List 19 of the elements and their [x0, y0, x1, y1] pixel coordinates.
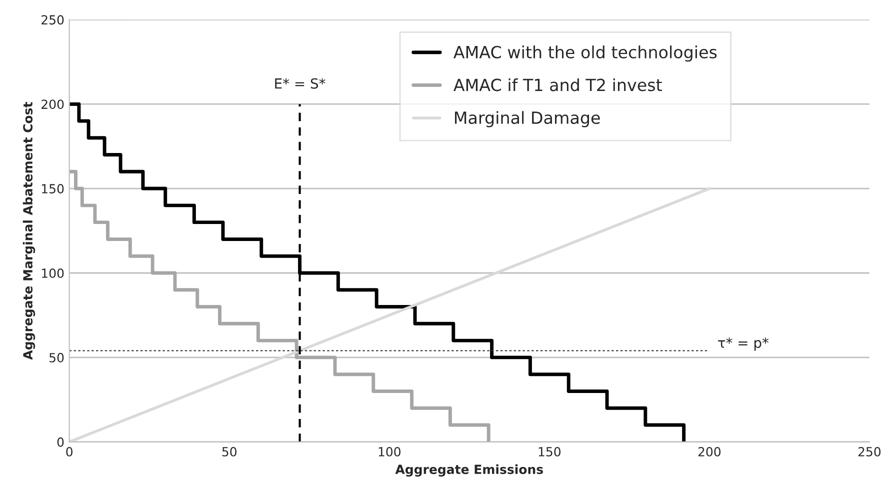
x-tick-label: 150	[538, 446, 560, 456]
y-axis-title: Aggregate Marginal Abatement Cost	[22, 102, 36, 360]
y-tick-label: 0	[57, 437, 64, 447]
y-tick-label: 150	[42, 184, 64, 194]
x-tick-label: 50	[222, 446, 236, 456]
x-tick-label: 0	[66, 446, 72, 456]
x-tick-label: 200	[698, 446, 721, 456]
legend-label: Marginal Damage	[454, 111, 600, 128]
y-tick-label: 200	[42, 100, 64, 110]
x-tick-label: 250	[858, 446, 881, 456]
y-tick-label: 50	[50, 352, 64, 362]
x-axis-title: Aggregate Emissions	[395, 464, 543, 477]
x-tick-label: 100	[378, 446, 400, 456]
ref-line-label: τ* = p*	[718, 337, 769, 351]
y-tick-label: 100	[42, 268, 64, 278]
legend-label: AMAC with the old technologies	[453, 46, 717, 62]
ref-line-label: E* = S*	[275, 78, 326, 89]
y-tick-label: 250	[42, 15, 64, 25]
legend-label: AMAC if T1 and T2 invest	[453, 78, 662, 92]
